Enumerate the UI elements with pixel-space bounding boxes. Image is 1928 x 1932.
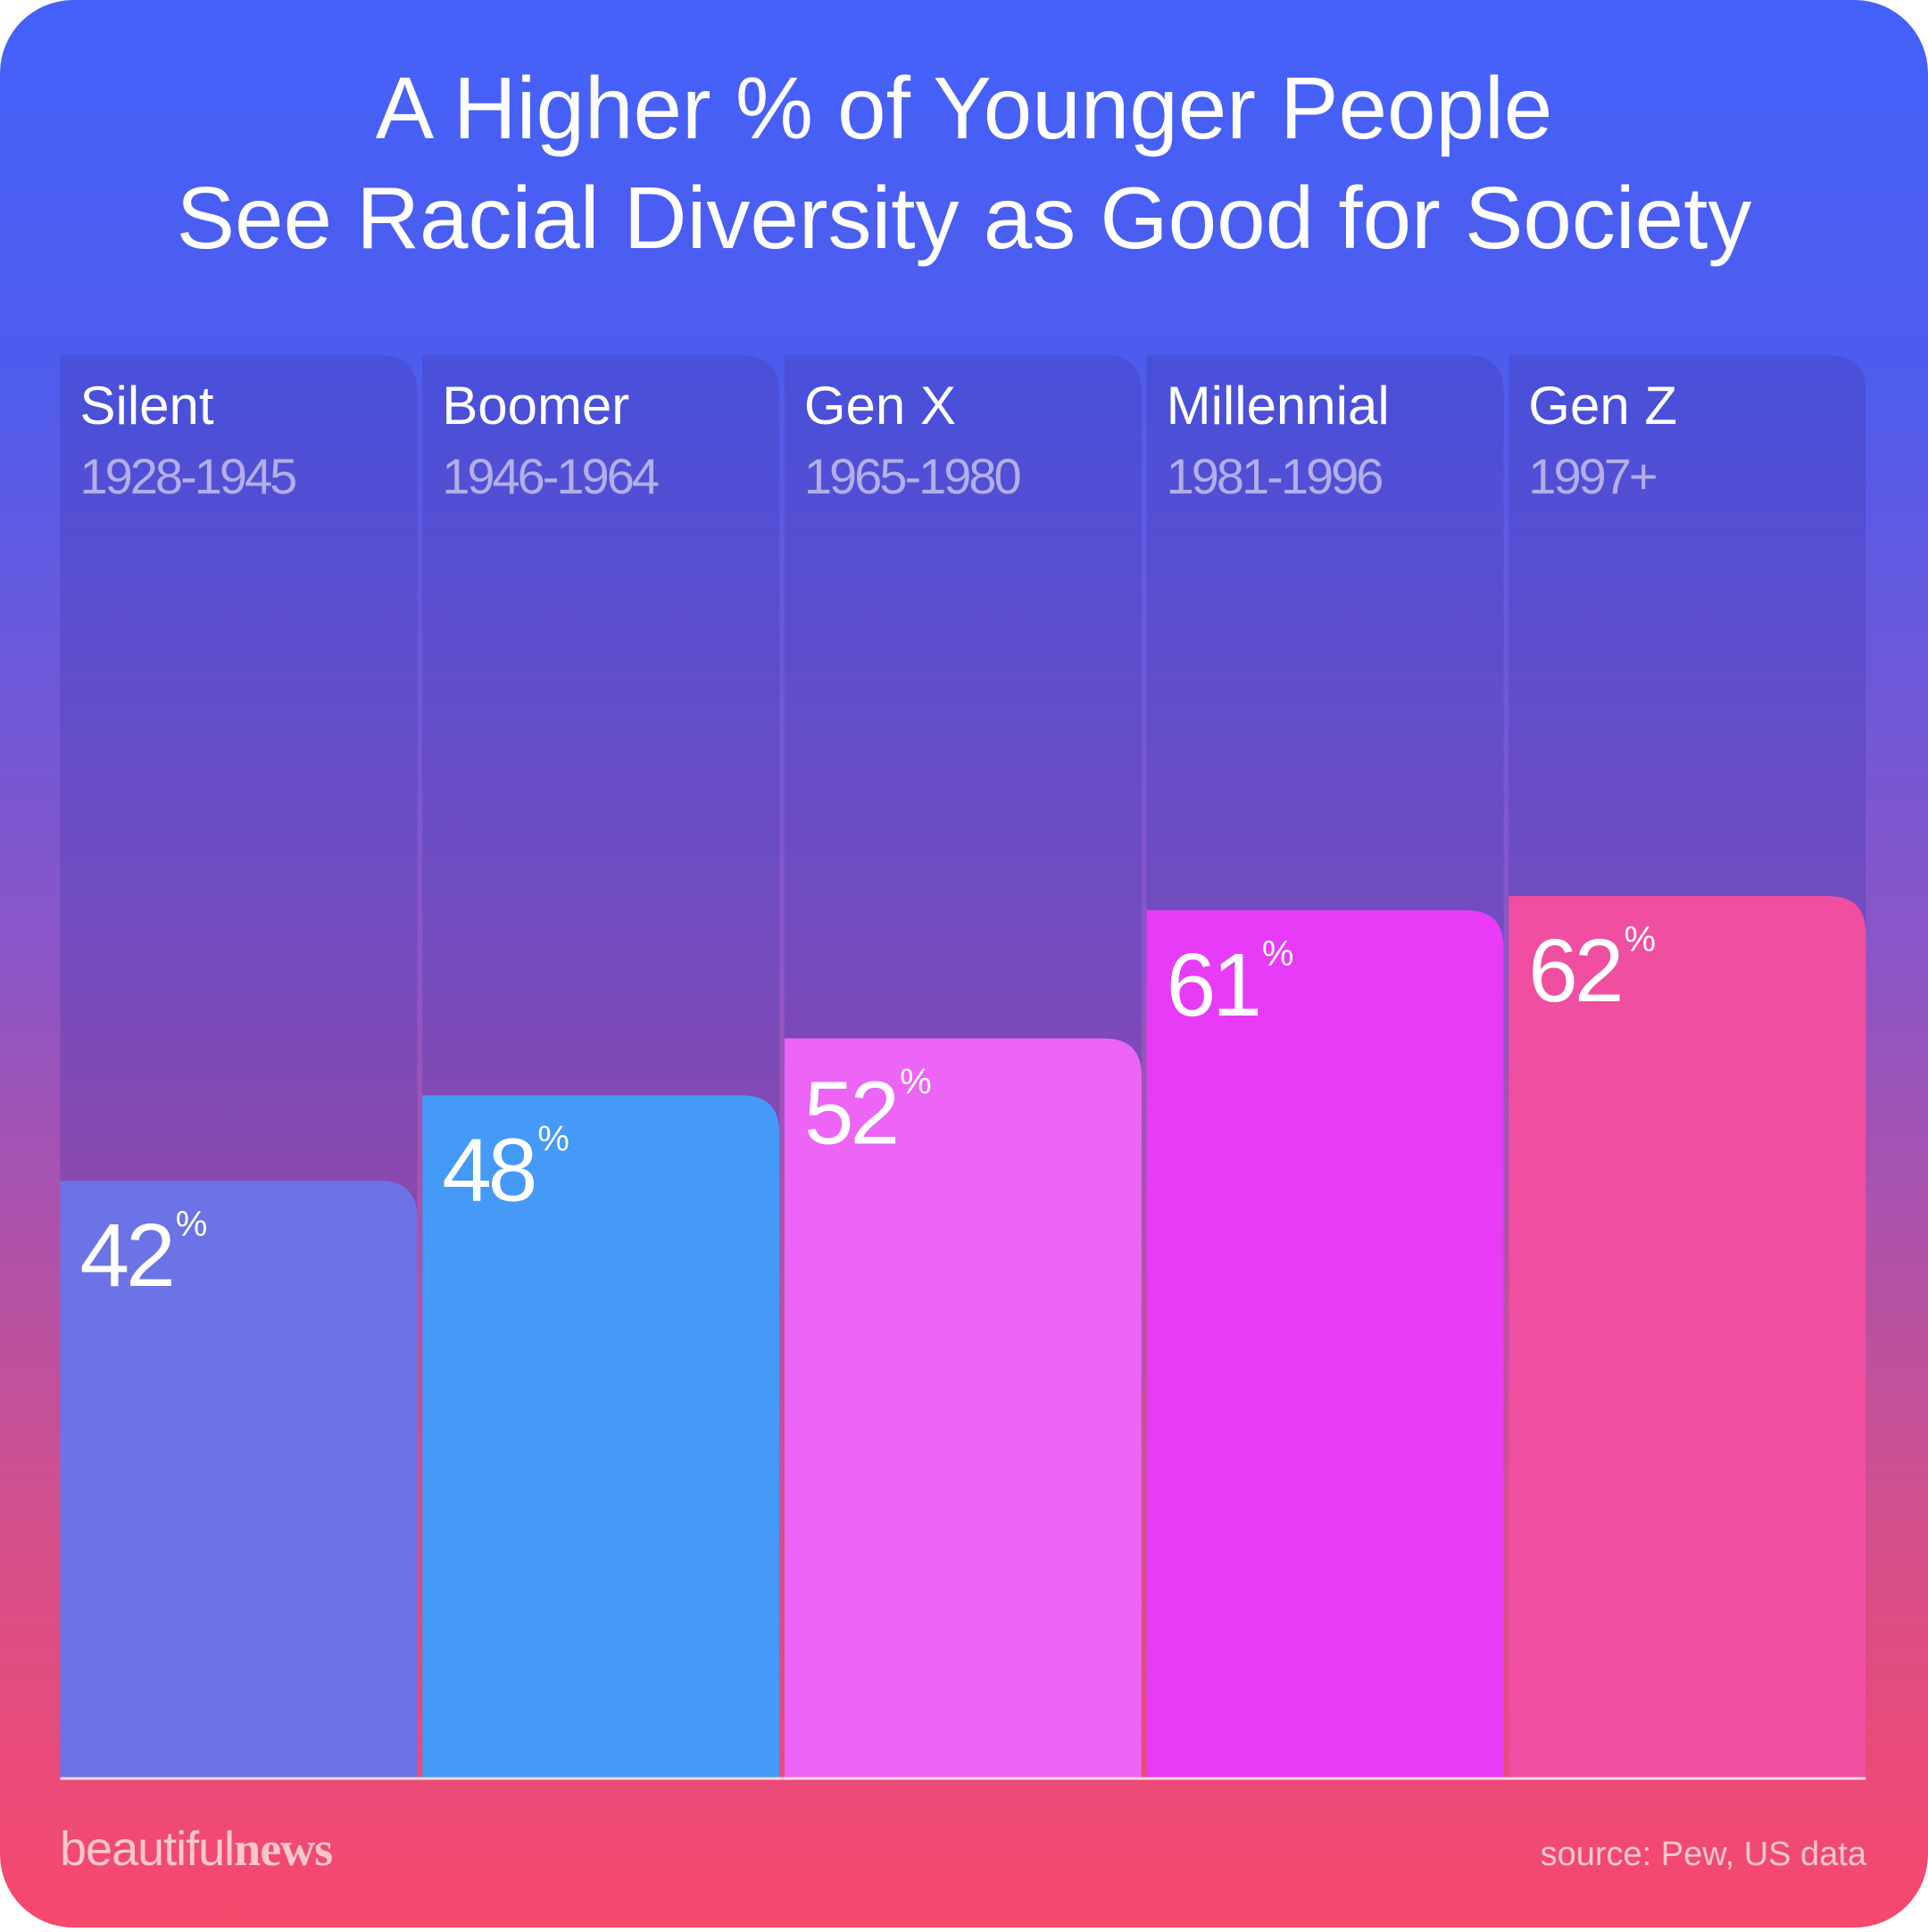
bar — [1146, 910, 1504, 1779]
chart: A Higher % of Younger People See Racial … — [60, 59, 1866, 1780]
value-unit: % — [1262, 934, 1294, 974]
brand-bold: news — [234, 1822, 332, 1876]
category-years: 1946-1964 — [442, 448, 659, 504]
bar — [784, 1038, 1142, 1779]
category-label: Gen X — [804, 376, 956, 435]
value-unit: % — [900, 1063, 932, 1102]
value-unit: % — [537, 1119, 569, 1158]
value-label: 52 — [804, 1064, 896, 1164]
chart-title: A Higher % of Younger People — [376, 59, 1553, 157]
bar — [422, 1095, 780, 1779]
category-years: 1981-1996 — [1167, 448, 1383, 504]
value-label: 61 — [1167, 935, 1259, 1035]
category-years: 1965-1980 — [804, 448, 1020, 504]
value-label: 62 — [1528, 921, 1620, 1021]
category-label: Millennial — [1167, 376, 1390, 435]
brand: beautifulnews — [60, 1822, 332, 1876]
source: source: Pew, US data — [1541, 1836, 1867, 1873]
category-years: 1997+ — [1528, 448, 1656, 504]
category-label: Boomer — [442, 376, 629, 435]
value-label: 48 — [442, 1120, 535, 1220]
chart-title: See Racial Diversity as Good for Society — [177, 169, 1752, 267]
bar — [60, 1181, 418, 1779]
category-label: Silent — [80, 376, 214, 435]
value-label: 42 — [80, 1206, 172, 1306]
category-years: 1928-1945 — [80, 448, 296, 504]
value-unit: % — [176, 1205, 208, 1244]
category-label: Gen Z — [1528, 376, 1677, 435]
value-unit: % — [1625, 920, 1657, 959]
brand-light: beautiful — [60, 1822, 234, 1876]
bar — [1508, 896, 1866, 1779]
